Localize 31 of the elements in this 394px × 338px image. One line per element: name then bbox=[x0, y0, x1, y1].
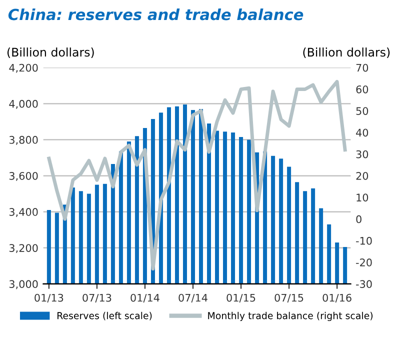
x-tick-label: 07/14 bbox=[178, 294, 208, 303]
legend-label: Reserves (left scale) bbox=[57, 312, 152, 320]
y2-tick-label: 30 bbox=[356, 150, 368, 158]
y2-tick-label: 70 bbox=[356, 64, 368, 72]
y-tick-label: 4,200 bbox=[9, 64, 38, 73]
x-tick-label: 01/15 bbox=[226, 294, 256, 303]
y-tick-label: 4,000 bbox=[9, 100, 38, 109]
y-tick-label: 3,600 bbox=[9, 172, 38, 181]
y2-tick-label: 20 bbox=[356, 172, 368, 180]
x-tick-label: 07/13 bbox=[82, 294, 112, 303]
y2-tick-label: -20 bbox=[356, 258, 372, 266]
x-tick-label: 01/13 bbox=[34, 294, 64, 303]
y-tick-label: 3,200 bbox=[9, 244, 38, 254]
chart-title: China: reserves and trade balance bbox=[8, 8, 304, 20]
y-tick-label: 3,400 bbox=[9, 208, 38, 217]
y2-tick-label: 60 bbox=[356, 85, 368, 94]
legend-label: Monthly trade balance (right scale) bbox=[208, 312, 373, 322]
line-series bbox=[47, 80, 347, 271]
y2-tick-label: 0 bbox=[356, 215, 362, 224]
y2-tick-label: 50 bbox=[356, 107, 368, 115]
y2-tick-label: 10 bbox=[356, 194, 368, 202]
y2-axis-title: (Billion dollars) bbox=[303, 48, 390, 58]
y2-tick-label: -10 bbox=[356, 236, 372, 245]
y2-tick-label: -30 bbox=[356, 280, 372, 288]
x-tick-label: 07/15 bbox=[274, 294, 304, 303]
y2-tick-label: 40 bbox=[356, 128, 368, 137]
y-tick-label: 3,800 bbox=[9, 136, 38, 145]
y-axis-title: (Billion dollars) bbox=[7, 48, 94, 58]
x-tick-label: 01/16 bbox=[322, 294, 352, 303]
x-tick-label: 01/14 bbox=[130, 294, 160, 303]
y-tick-label: 3,000 bbox=[9, 280, 38, 290]
